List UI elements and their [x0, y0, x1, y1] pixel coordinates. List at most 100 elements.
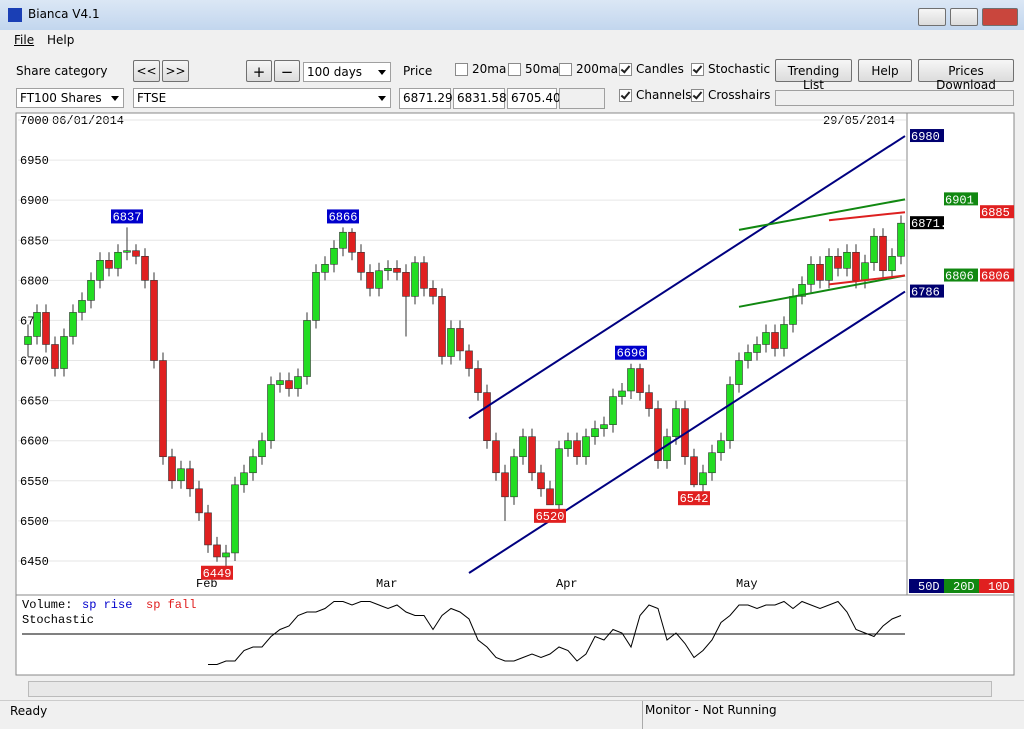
checkbox[interactable] [619, 63, 632, 76]
candle-body [672, 408, 680, 437]
candle-body [456, 328, 464, 352]
candle-body [636, 368, 644, 393]
side-label: 6871.3 [911, 217, 954, 231]
candle-body [528, 436, 536, 474]
candle-body [69, 312, 77, 337]
candle-body [51, 344, 59, 369]
candle-body [384, 268, 392, 272]
checkbox[interactable] [508, 63, 521, 76]
candle-body [204, 512, 212, 546]
point-label-bg [327, 209, 359, 224]
start-date: 06/01/2014 [52, 114, 124, 128]
side-label: 6885 [981, 206, 1010, 220]
share-group-select[interactable]: FT100 Shares [16, 88, 124, 108]
side-label-bg [910, 129, 944, 143]
status-text: Ready [10, 704, 48, 718]
close[interactable] [982, 8, 1018, 26]
candle-body [492, 440, 500, 474]
candle-body [105, 260, 113, 269]
side-label-bg [910, 216, 944, 230]
candle-body [816, 264, 824, 281]
candle-body [249, 456, 257, 474]
candle-body [474, 368, 482, 393]
checkbox-label[interactable]: 50ma [525, 62, 560, 76]
month-label: Mar [376, 577, 398, 591]
candle-body [888, 255, 896, 272]
candle-body [393, 268, 401, 273]
candle-body [717, 440, 725, 454]
checkbox[interactable] [455, 63, 468, 76]
price-field: 6705.40 [507, 88, 561, 109]
candle-body [582, 436, 590, 458]
y-tick-label: 6650 [20, 395, 49, 409]
scrollbar[interactable] [28, 681, 992, 697]
chart-panel [15, 112, 1015, 676]
forward-button[interactable]: >> [162, 60, 189, 82]
y-tick-label: 6950 [20, 154, 49, 168]
candle-body [780, 324, 788, 349]
candle-body [735, 360, 743, 385]
trending-list-button[interactable]: Trending List [775, 59, 852, 92]
candle-body [771, 332, 779, 349]
candle-body [348, 231, 356, 253]
checkbox-label[interactable]: 200ma [576, 62, 618, 76]
prices-download-button[interactable]: Prices Download [918, 59, 1014, 92]
candle-body [411, 262, 419, 297]
help-button[interactable]: Help [858, 59, 912, 82]
candle-body [312, 272, 320, 321]
point-label-bg [201, 565, 233, 580]
candle-body [150, 280, 158, 361]
candle-body [168, 456, 176, 482]
candle-body [726, 384, 734, 441]
side-label: 6806 [981, 270, 1010, 284]
checkbox[interactable] [691, 63, 704, 76]
menu-help[interactable]: Help [47, 33, 75, 47]
candle-body [645, 392, 653, 409]
candle-body [789, 296, 797, 325]
y-tick-label: 6450 [20, 555, 49, 569]
back-button[interactable]: << [133, 60, 160, 82]
period-select[interactable]: 100 days [303, 62, 391, 82]
checkbox-label[interactable]: 20ma [472, 62, 507, 76]
month-label: May [736, 577, 758, 591]
candle-body [843, 251, 851, 269]
checkbox-label[interactable]: Stochastic [708, 62, 771, 76]
checkbox-label[interactable]: Crosshairs [708, 88, 771, 102]
candle-body [834, 255, 842, 269]
point-label: 6696 [617, 347, 646, 361]
zoom-out[interactable]: − [274, 60, 300, 82]
channel-line [468, 290, 906, 574]
candle-body [33, 312, 41, 337]
month-label: Feb [196, 577, 218, 591]
monitor-status: Monitor - Not Running [642, 701, 779, 729]
stochastic-label: Stochastic [22, 613, 94, 627]
candle-body [897, 222, 905, 257]
y-tick-label: 6600 [20, 435, 49, 449]
side-label: 6980 [911, 130, 940, 144]
candle-body [87, 280, 95, 301]
candle-body [177, 468, 185, 482]
period-bg [979, 579, 1014, 593]
side-label: 6901 [945, 193, 974, 207]
checkbox[interactable] [559, 63, 572, 76]
period-label: 20D [953, 580, 975, 594]
checkbox-label[interactable]: Candles [636, 62, 684, 76]
period-label: 50D [918, 580, 940, 594]
candle-body [744, 352, 752, 361]
channel-line [828, 274, 906, 286]
candle-body [564, 440, 572, 450]
candle-body [303, 320, 311, 377]
checkbox-label[interactable]: Channels [636, 88, 692, 102]
zoom-in[interactable]: + [246, 60, 272, 82]
checkbox[interactable] [691, 89, 704, 102]
minimize[interactable] [918, 8, 946, 26]
maximize[interactable] [950, 8, 978, 26]
menu-file[interactable]: File [14, 33, 35, 47]
checkbox[interactable] [619, 89, 632, 102]
candle-body [591, 428, 599, 437]
candle-body [438, 296, 446, 357]
candle-body [132, 250, 140, 257]
share-select[interactable]: FTSE [133, 88, 391, 108]
candle-body [501, 472, 509, 498]
